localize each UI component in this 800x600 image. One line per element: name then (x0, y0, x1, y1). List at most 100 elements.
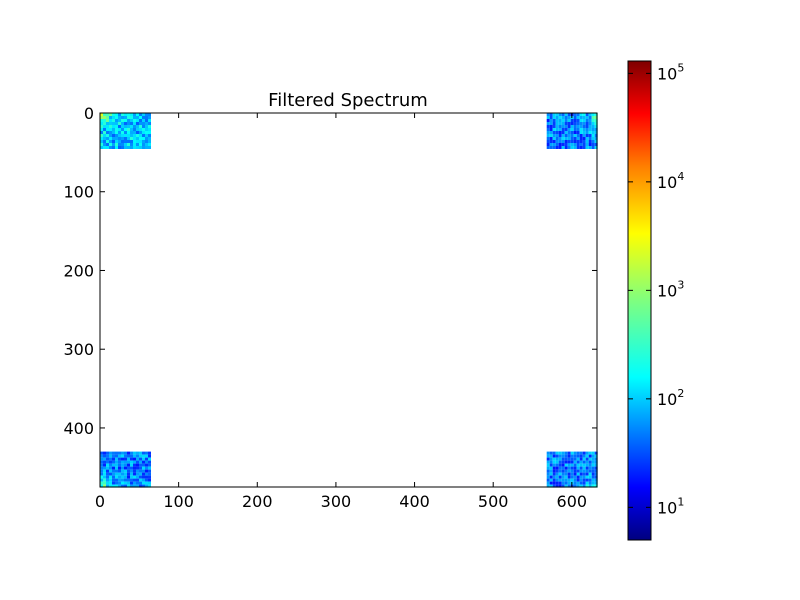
heatmap-cell (567, 457, 571, 461)
heatmap-cell (552, 484, 556, 488)
heatmap-cell (576, 137, 580, 140)
heatmap-cell (112, 454, 115, 458)
heatmap-cell (124, 131, 127, 134)
heatmap-cell (555, 140, 559, 143)
heatmap-cell (145, 122, 148, 125)
heatmap-cell (546, 460, 550, 464)
heatmap-cell (591, 113, 595, 116)
heatmap-cell (133, 134, 136, 137)
heatmap-cell (579, 137, 583, 140)
heatmap-cell (139, 113, 142, 116)
heatmap-cell (121, 137, 124, 140)
heatmap-cell (573, 140, 577, 143)
heatmap-cell (567, 469, 571, 473)
heatmap-cell (573, 460, 577, 464)
heatmap-cell (582, 457, 586, 461)
heatmap-cell (588, 134, 592, 137)
heatmap-cell (109, 122, 112, 125)
heatmap-cell (594, 128, 598, 131)
heatmap-cell (549, 143, 553, 146)
heatmap-cell (109, 119, 112, 122)
heatmap-cell (139, 119, 142, 122)
heatmap-cell (591, 131, 595, 134)
heatmap-cell (594, 131, 598, 134)
heatmap-cell (567, 451, 571, 455)
heatmap-cell (103, 469, 106, 473)
heatmap-cell (549, 137, 553, 140)
heatmap-cell (558, 457, 562, 461)
heatmap-cell (588, 481, 592, 485)
heatmap-cell (130, 113, 133, 116)
heatmap-cell (576, 140, 580, 143)
heatmap-cell (585, 478, 589, 482)
heatmap-cell (121, 481, 124, 485)
heatmap-cell (576, 128, 580, 131)
heatmap-cell (546, 140, 550, 143)
heatmap-cell (112, 119, 115, 122)
heatmap-cell (130, 478, 133, 482)
heatmap-cell (588, 451, 592, 455)
heatmap-cell (588, 143, 592, 146)
heatmap-cell (564, 481, 568, 485)
heatmap-cell (555, 460, 559, 464)
heatmap-cell (106, 472, 109, 476)
heatmap-cell (591, 125, 595, 128)
heatmap-cell (582, 122, 586, 125)
heatmap-cell (561, 463, 565, 467)
heatmap-cell (100, 128, 103, 131)
heatmap-cell (555, 134, 559, 137)
heatmap-cell (576, 457, 580, 461)
heatmap-cell (582, 463, 586, 467)
heatmap-cell (552, 137, 556, 140)
heatmap-cell (558, 469, 562, 473)
heatmap-cell (549, 472, 553, 476)
heatmap-cell (564, 134, 568, 137)
heatmap-cell (588, 484, 592, 488)
heatmap-cell (118, 472, 121, 476)
heatmap-cell (130, 451, 133, 455)
heatmap-cell (124, 463, 127, 467)
heatmap-cell (148, 451, 151, 455)
heatmap-cell (142, 463, 145, 467)
heatmap-cell (585, 122, 589, 125)
colorbar-ticks: 101 102 103 104 105 (628, 61, 684, 517)
heatmap-cell (549, 481, 553, 485)
heatmap-cell (100, 134, 103, 137)
heatmap-cell (576, 143, 580, 146)
heatmap-cell (576, 122, 580, 125)
heatmap-cell (127, 134, 130, 137)
heatmap-cell (100, 469, 103, 473)
heatmap-cell (546, 143, 550, 146)
heatmap-cell (549, 454, 553, 458)
heatmap-cell (585, 484, 589, 488)
heatmap-cell (136, 460, 139, 464)
heatmap-cell (552, 113, 556, 116)
heatmap-cell (594, 451, 598, 455)
heatmap-cell (100, 116, 103, 119)
heatmap-cell (582, 143, 586, 146)
heatmap-cell (570, 131, 574, 134)
heatmap-cell (558, 113, 562, 116)
heatmap-cell (112, 463, 115, 467)
x-tick-label: 200 (242, 492, 273, 511)
heatmap-cell (115, 116, 118, 119)
heatmap-cell (145, 457, 148, 461)
heatmap-cell (567, 128, 571, 131)
heatmap-cell (130, 457, 133, 461)
heatmap-cell (142, 113, 145, 116)
heatmap-cell (558, 122, 562, 125)
heatmap-cell (549, 140, 553, 143)
heatmap-cell (591, 137, 595, 140)
heatmap-cell (103, 116, 106, 119)
heatmap-cell (115, 472, 118, 476)
heatmap-cell (127, 469, 130, 473)
heatmap-cell (567, 131, 571, 134)
heatmap-cell (594, 472, 598, 476)
heatmap-cell (115, 466, 118, 470)
heatmap-cell (148, 116, 151, 119)
heatmap-cell (127, 460, 130, 464)
heatmap-cell (570, 146, 574, 149)
heatmap-cell (148, 484, 151, 488)
heatmap-cell (148, 122, 151, 125)
heatmap-cell (594, 457, 598, 461)
